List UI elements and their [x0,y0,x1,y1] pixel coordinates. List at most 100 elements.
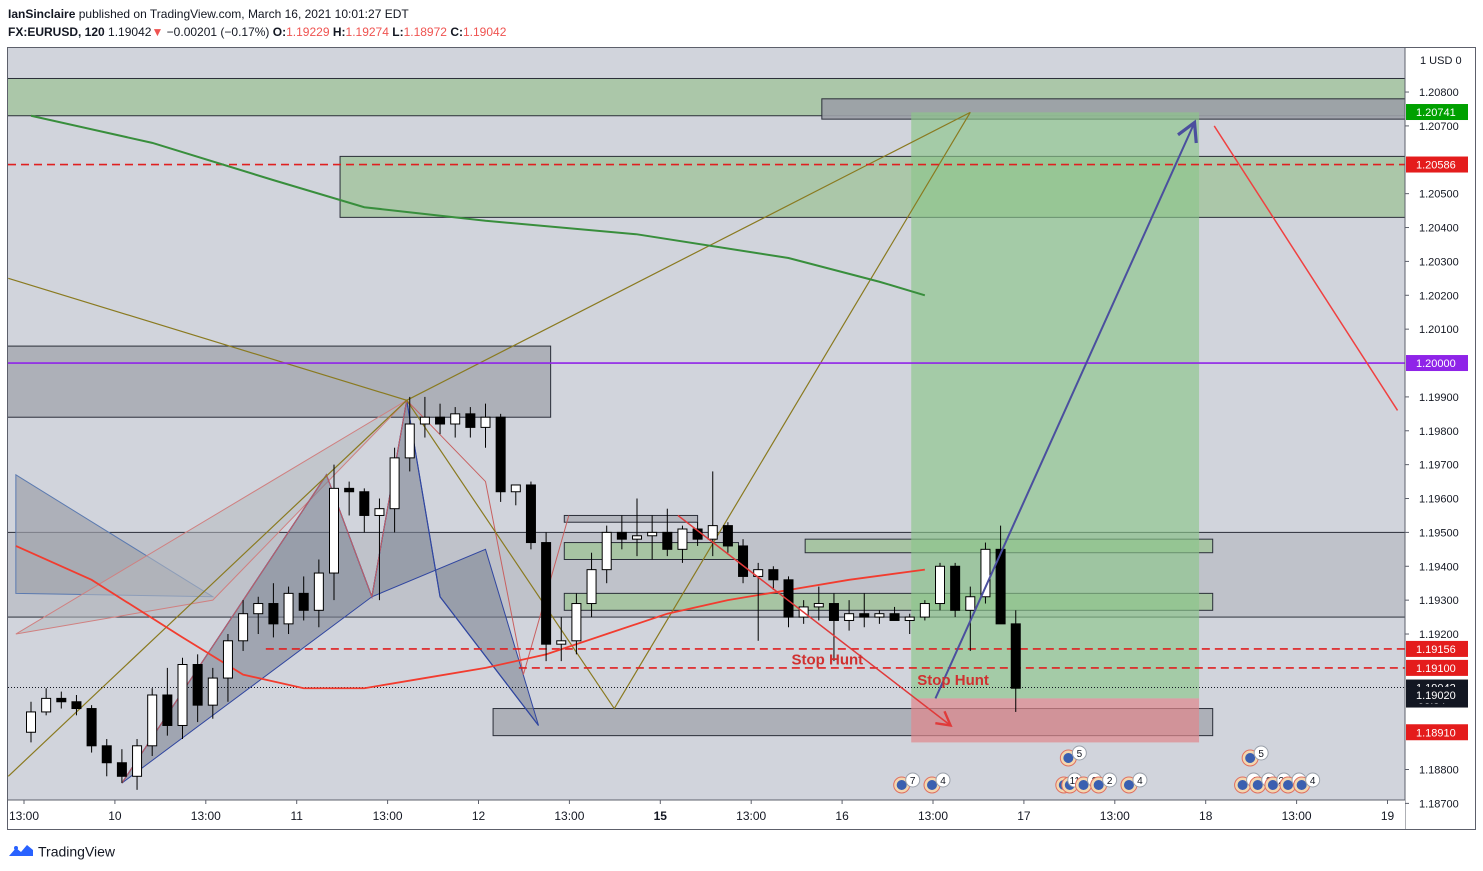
price-label-text: 1.20741 [1416,107,1456,119]
time-tick-label: 10 [108,809,122,823]
price-label-box [1406,156,1468,173]
candle [1010,610,1021,712]
brand-name: TradingView [38,843,116,860]
event-flag-inner [1078,780,1089,790]
event-count: 2 [1107,776,1113,787]
candle [828,593,839,662]
price-tick-label: 1.19700 [1419,460,1459,472]
ohlc-line: FX:EURUSD, 120 1.19042▼ −0.00201 (−0.17%… [8,25,506,39]
zone-box [339,155,1405,218]
price-label-text: 1.19156 [1416,644,1456,656]
price-tick-label: 1.19500 [1419,527,1459,539]
economic-event-marker: 7 [893,772,921,794]
event-flag-inner [1245,753,1256,763]
candle [510,484,521,506]
candle-body [465,413,476,428]
candle [192,654,203,723]
candle [101,739,112,777]
candle-body [419,416,430,425]
price-tick-label: 1.20400 [1419,223,1459,235]
candle [404,396,415,472]
candle [783,576,794,628]
candle [298,576,309,621]
candle-body [904,616,915,621]
candle-body [919,603,930,618]
time-tick-label: 13:00 [554,809,584,823]
time-tick-label: 13:00 [373,809,403,823]
candle [556,617,567,662]
economic-event-marker: 4 [1120,772,1148,794]
event-count: 5 [1077,749,1083,760]
candle-body [404,423,415,459]
stop-hunt-arrow [677,514,953,727]
candle [525,481,536,550]
event-count: 4 [1310,776,1316,787]
event-flag-inner [1283,780,1294,790]
price-tick-label: 1.18700 [1419,798,1459,810]
candle [177,657,188,740]
price-tick-label: 1.19600 [1419,494,1459,506]
time-tick-label: 18 [1199,809,1213,823]
candle-body [828,603,839,621]
candle-body [26,711,36,733]
economic-event-marker: 4 [1293,772,1321,794]
candle-body [601,531,612,571]
candle [874,610,885,624]
stop-hunt-label: Stop Hunt [917,672,989,689]
zone-box [8,345,552,418]
published-text: published on TradingView.com, March 16, … [78,7,409,21]
price-tick-label: 1.20700 [1419,121,1459,133]
candle [768,566,779,590]
price-tick-label: 1.20500 [1419,189,1459,201]
candle-body [450,413,461,425]
time-tick-label: 15 [654,809,668,823]
candle [147,688,158,756]
candle-body [435,416,446,425]
candle-body [677,528,688,550]
candle [207,667,218,719]
candle [389,447,400,533]
candle-body [298,592,309,611]
candle-body [950,565,961,611]
candle-body [768,569,779,581]
candle-body [147,694,158,747]
economic-event-marker: 5 [1241,745,1269,767]
time-tick-label: 16 [835,809,849,823]
price-tick-label: 1.19900 [1419,392,1459,404]
candle-body [980,548,991,598]
event-flag-inner [1252,780,1263,790]
candle-body [344,487,355,493]
candle-body [480,416,491,428]
event-count: 4 [940,776,946,787]
event-count-badge [1305,772,1321,788]
candle [904,613,915,635]
close-label: C: [450,25,463,39]
candle-body [116,762,127,777]
candle [571,593,582,655]
publisher-name[interactable]: IanSinclaire [8,7,76,21]
candle-body [86,708,97,747]
economic-event-marker: 4 [923,772,951,794]
candle-body [662,531,673,550]
tradingview-brand[interactable]: TradingView [8,842,115,861]
price-label-box [1406,686,1468,703]
close-value: 1.19042 [462,25,507,39]
price-label-text: 1.20000 [1416,358,1456,370]
candle [283,586,294,635]
candle [541,532,552,662]
economic-event-marker: 2 [1090,772,1118,794]
candle-body [253,603,264,615]
candle-body [329,487,339,574]
candle-body [571,603,582,642]
candle [465,407,476,438]
event-count: 7 [910,776,916,787]
event-flag-inner [896,780,907,790]
time-tick-label: 13:00 [918,809,948,823]
candle-body [632,535,642,540]
candle-body [965,596,976,611]
candle [450,407,461,438]
event-count-badge [1071,745,1087,761]
candle [238,600,249,651]
price-tick-label: 1.20300 [1419,256,1459,268]
